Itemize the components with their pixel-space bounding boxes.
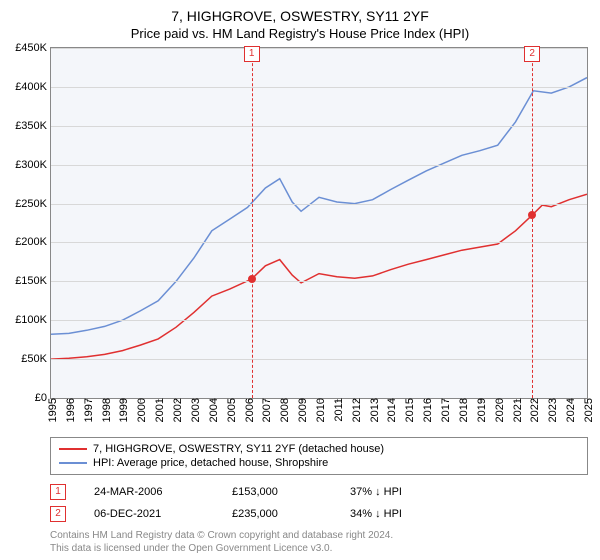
sale-row: 1 24-MAR-2006 £153,000 37% ↓ HPI — [50, 481, 588, 503]
gridline — [51, 359, 587, 360]
x-axis-label: 2005 — [226, 398, 238, 422]
y-axis-label: £450K — [15, 42, 47, 54]
x-axis-label: 2008 — [279, 398, 291, 422]
chart-legend: 7, HIGHGROVE, OSWESTRY, SY11 2YF (detach… — [50, 437, 588, 475]
x-axis-label: 2004 — [208, 398, 220, 422]
x-axis-label: 2014 — [386, 398, 398, 422]
x-axis-label: 2021 — [512, 398, 524, 422]
x-axis-label: 2025 — [583, 398, 595, 422]
x-axis-label: 2017 — [440, 398, 452, 422]
footnote-line: This data is licensed under the Open Gov… — [50, 542, 588, 555]
y-axis-label: £350K — [15, 120, 47, 132]
x-axis-label: 2001 — [154, 398, 166, 422]
x-axis-label: 2013 — [369, 398, 381, 422]
x-axis-label: 2019 — [476, 398, 488, 422]
y-axis-label: £200K — [15, 236, 47, 248]
chart-lines — [51, 48, 587, 398]
page-title: 7, HIGHGROVE, OSWESTRY, SY11 2YF — [0, 0, 600, 24]
x-axis-label: 2000 — [136, 398, 148, 422]
legend-item: HPI: Average price, detached house, Shro… — [59, 456, 579, 470]
x-axis-label: 2022 — [529, 398, 541, 422]
gridline — [51, 242, 587, 243]
x-axis-label: 2016 — [422, 398, 434, 422]
x-axis-label: 2009 — [297, 398, 309, 422]
gridline — [51, 126, 587, 127]
y-axis-label: £150K — [15, 275, 47, 287]
footnote-line: Contains HM Land Registry data © Crown c… — [50, 529, 588, 542]
gridline — [51, 48, 587, 49]
sale-date: 06-DEC-2021 — [94, 508, 204, 520]
event-dot — [248, 275, 256, 283]
y-axis-label: £100K — [15, 314, 47, 326]
gridline — [51, 165, 587, 166]
x-axis-label: 2023 — [547, 398, 559, 422]
event-marker: 1 — [244, 46, 260, 62]
sale-marker: 2 — [50, 506, 66, 522]
x-axis-label: 2012 — [351, 398, 363, 422]
sale-row: 2 06-DEC-2021 £235,000 34% ↓ HPI — [50, 503, 588, 525]
x-axis-label: 2007 — [261, 398, 273, 422]
gridline — [51, 87, 587, 88]
data-attribution: Contains HM Land Registry data © Crown c… — [50, 529, 588, 555]
x-axis-label: 2002 — [172, 398, 184, 422]
x-axis-label: 1998 — [101, 398, 113, 422]
sale-price: £235,000 — [232, 508, 322, 520]
x-axis-label: 2006 — [244, 398, 256, 422]
gridline — [51, 320, 587, 321]
y-axis-label: £0 — [35, 392, 47, 404]
sale-marker: 1 — [50, 484, 66, 500]
x-axis-label: 2018 — [458, 398, 470, 422]
x-axis-label: 1995 — [47, 398, 59, 422]
legend-swatch — [59, 462, 87, 464]
legend-label: 7, HIGHGROVE, OSWESTRY, SY11 2YF (detach… — [93, 443, 384, 455]
y-axis-label: £50K — [21, 353, 47, 365]
price-chart: £0£50K£100K£150K£200K£250K£300K£350K£400… — [50, 47, 588, 399]
sale-price: £153,000 — [232, 486, 322, 498]
series-property — [51, 194, 587, 359]
page-subtitle: Price paid vs. HM Land Registry's House … — [0, 24, 600, 47]
legend-label: HPI: Average price, detached house, Shro… — [93, 457, 328, 469]
sale-hpi-delta: 37% ↓ HPI — [350, 486, 402, 498]
gridline — [51, 204, 587, 205]
event-line — [532, 48, 533, 398]
sales-table: 1 24-MAR-2006 £153,000 37% ↓ HPI 2 06-DEC-202… — [50, 481, 588, 525]
x-axis-label: 2011 — [333, 398, 345, 422]
sale-date: 24-MAR-2006 — [94, 486, 204, 498]
event-dot — [528, 211, 536, 219]
x-axis-label: 2015 — [404, 398, 416, 422]
x-axis-label: 1996 — [65, 398, 77, 422]
event-marker: 2 — [524, 46, 540, 62]
x-axis-label: 2003 — [190, 398, 202, 422]
event-line — [252, 48, 253, 398]
legend-item: 7, HIGHGROVE, OSWESTRY, SY11 2YF (detach… — [59, 442, 579, 456]
x-axis-label: 2024 — [565, 398, 577, 422]
legend-swatch — [59, 448, 87, 450]
x-axis-label: 1999 — [118, 398, 130, 422]
sale-hpi-delta: 34% ↓ HPI — [350, 508, 402, 520]
x-axis-label: 1997 — [83, 398, 95, 422]
y-axis-label: £300K — [15, 159, 47, 171]
y-axis-label: £400K — [15, 81, 47, 93]
gridline — [51, 281, 587, 282]
y-axis-label: £250K — [15, 198, 47, 210]
series-hpi — [51, 78, 587, 335]
x-axis-label: 2020 — [494, 398, 506, 422]
x-axis-label: 2010 — [315, 398, 327, 422]
